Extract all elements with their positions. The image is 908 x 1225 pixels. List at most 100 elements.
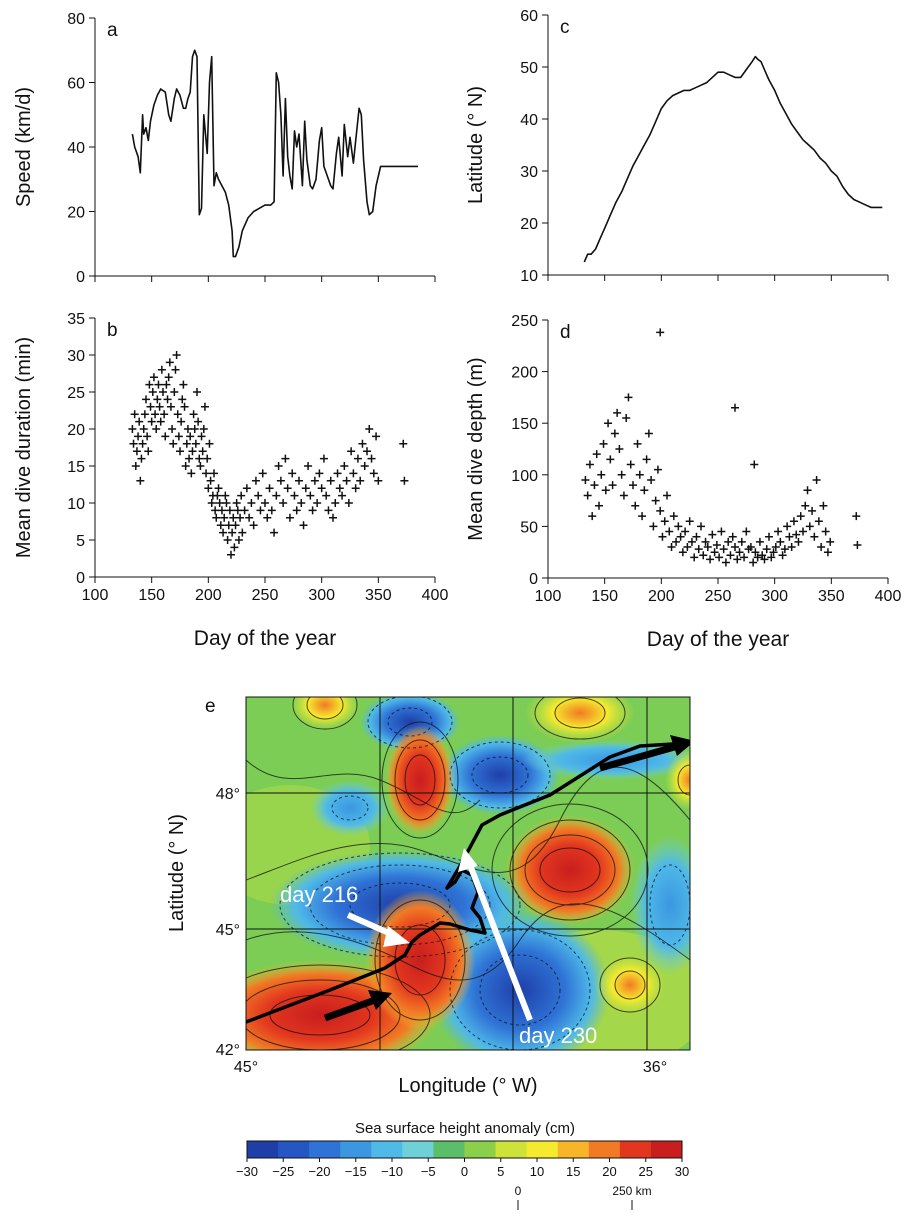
panel-b-data-point — [288, 469, 297, 478]
panel-d-data-point — [731, 403, 739, 412]
panel-d-data-point — [817, 543, 826, 552]
panel-d-data-point — [762, 545, 771, 554]
panel-d-y-tick-label: 200 — [511, 365, 538, 382]
panel-b-data-point — [138, 439, 147, 448]
panel-b-data-point — [181, 462, 190, 470]
panel-c-y-tick-label: 50 — [520, 60, 538, 77]
panel-b-data-point — [139, 425, 148, 433]
panel-d-data-point — [685, 517, 694, 526]
panel-b-data-point — [315, 469, 324, 478]
panel-b-data-point — [290, 491, 299, 500]
panel-b-data-point — [335, 484, 344, 493]
colorbar-tick-label: 5 — [497, 1164, 504, 1179]
panel-b-y-tick-label: 15 — [67, 459, 85, 476]
panel-d-data-point — [746, 543, 755, 552]
panel-d-data-point — [638, 512, 647, 521]
panel-d-data-point — [672, 537, 681, 546]
panel-b-data-point — [228, 528, 237, 537]
map-lon-tick-36: 36° — [643, 1059, 667, 1076]
panel-b-x-tick-label: 150 — [138, 587, 165, 604]
panel-b-data-point — [152, 425, 161, 433]
panel-b-data-point — [265, 484, 274, 493]
panel-b-data-point — [173, 410, 182, 419]
panel-a-speed-chart: 0 20 40 60 80 a Speed (km/d) — [13, 11, 436, 286]
panel-d-data-point — [792, 530, 801, 539]
panel-d-data-point — [585, 460, 594, 469]
colorbar-swatch — [495, 1141, 528, 1158]
panel-d-data-point — [615, 445, 624, 453]
panel-b-data-point — [225, 506, 234, 515]
panel-d-data-point — [617, 470, 626, 479]
panel-d-data-point — [740, 553, 749, 562]
panel-b-data-point — [210, 469, 218, 478]
colorbar-swatch — [433, 1141, 465, 1158]
panel-b-data-point — [142, 395, 150, 404]
colorbar-tick-label: −10 — [381, 1164, 403, 1179]
panel-d-data-point — [667, 543, 676, 552]
panel-b-data-point — [254, 491, 263, 500]
panel-c-y-tick-label: 10 — [520, 268, 538, 285]
panel-b-data-point — [270, 528, 279, 537]
panel-d-data-point — [708, 530, 717, 539]
panel-d-data-point — [715, 553, 724, 562]
animal-track — [246, 741, 690, 1024]
panel-d-data-point — [783, 522, 792, 531]
panel-b-data-point — [326, 476, 335, 485]
panel-b-data-point — [215, 499, 224, 507]
panel-d-data-point — [583, 491, 592, 500]
panel-d-data-point — [803, 486, 812, 495]
panel-d-data-point — [658, 532, 667, 541]
panel-d-data-point — [776, 537, 785, 546]
panel-c-series-line — [583, 55, 883, 263]
panel-b-data-point — [263, 513, 272, 522]
panel-b-data-point — [319, 454, 328, 463]
panel-d-x-tick-label: 200 — [648, 588, 675, 605]
panel-d-data-point — [742, 527, 751, 536]
panel-b-data-point — [247, 499, 256, 507]
panel-b-x-tick-label: 200 — [195, 587, 222, 604]
panel-c-latitude-chart: 10 20 30 40 50 60 c Latitude (° N) — [465, 8, 889, 285]
map-contours — [246, 697, 690, 1050]
panel-d-data-point — [651, 496, 660, 505]
panel-d-data-point — [706, 555, 715, 564]
panel-b-x-tick-label: 100 — [82, 587, 109, 604]
colorbar-tick-label: −20 — [308, 1164, 330, 1179]
panel-b-data-point — [279, 499, 288, 507]
colorbar-swatch — [402, 1141, 434, 1158]
panel-d-data-point — [647, 475, 656, 484]
panel-d-data-point — [717, 527, 726, 536]
map-red-anomaly-east — [505, 815, 635, 925]
panel-d-data-point — [653, 465, 662, 474]
panel-d-data-point — [601, 486, 610, 495]
panel-d-data-point — [599, 439, 608, 448]
panel-d-x-tick-label: 150 — [591, 588, 618, 605]
panel-b-data-point — [308, 506, 317, 515]
colorbar-swatch — [619, 1141, 652, 1158]
panel-b-data-point — [258, 469, 267, 478]
panel-a-y-tick-label: 20 — [67, 205, 85, 222]
panel-d-data-point — [588, 512, 597, 521]
scale-bar-label-0: 0 — [515, 1184, 522, 1198]
panel-d-y-tick-label: 50 — [520, 519, 538, 536]
panel-b-data-point — [161, 432, 170, 441]
panel-d-data-point — [719, 545, 728, 554]
annotation-day-230: day 230 — [519, 1023, 597, 1048]
panel-b-data-point — [245, 513, 254, 522]
panel-c-y-tick-label: 60 — [520, 8, 538, 25]
panel-d-x-tick-label: 300 — [761, 588, 788, 605]
panel-d-data-point — [721, 558, 730, 567]
colorbar-tick-label: 10 — [530, 1164, 544, 1179]
panel-d-data-point — [608, 481, 617, 490]
white-annotation-arrows — [346, 848, 533, 1022]
panel-d-data-point — [597, 470, 606, 479]
panel-d-data-point — [755, 537, 764, 546]
panel-a-label: a — [107, 20, 118, 41]
panel-d-data-point — [724, 537, 733, 546]
panel-b-data-point — [162, 380, 171, 389]
scale-bar-label-250km: 250 km — [612, 1184, 651, 1198]
panel-b-y-tick-label: 0 — [76, 570, 85, 587]
map-yellow-anomaly-ne — [525, 697, 635, 743]
annotation-day-216: day 216 — [280, 882, 358, 907]
panel-d-data-point — [769, 548, 778, 557]
